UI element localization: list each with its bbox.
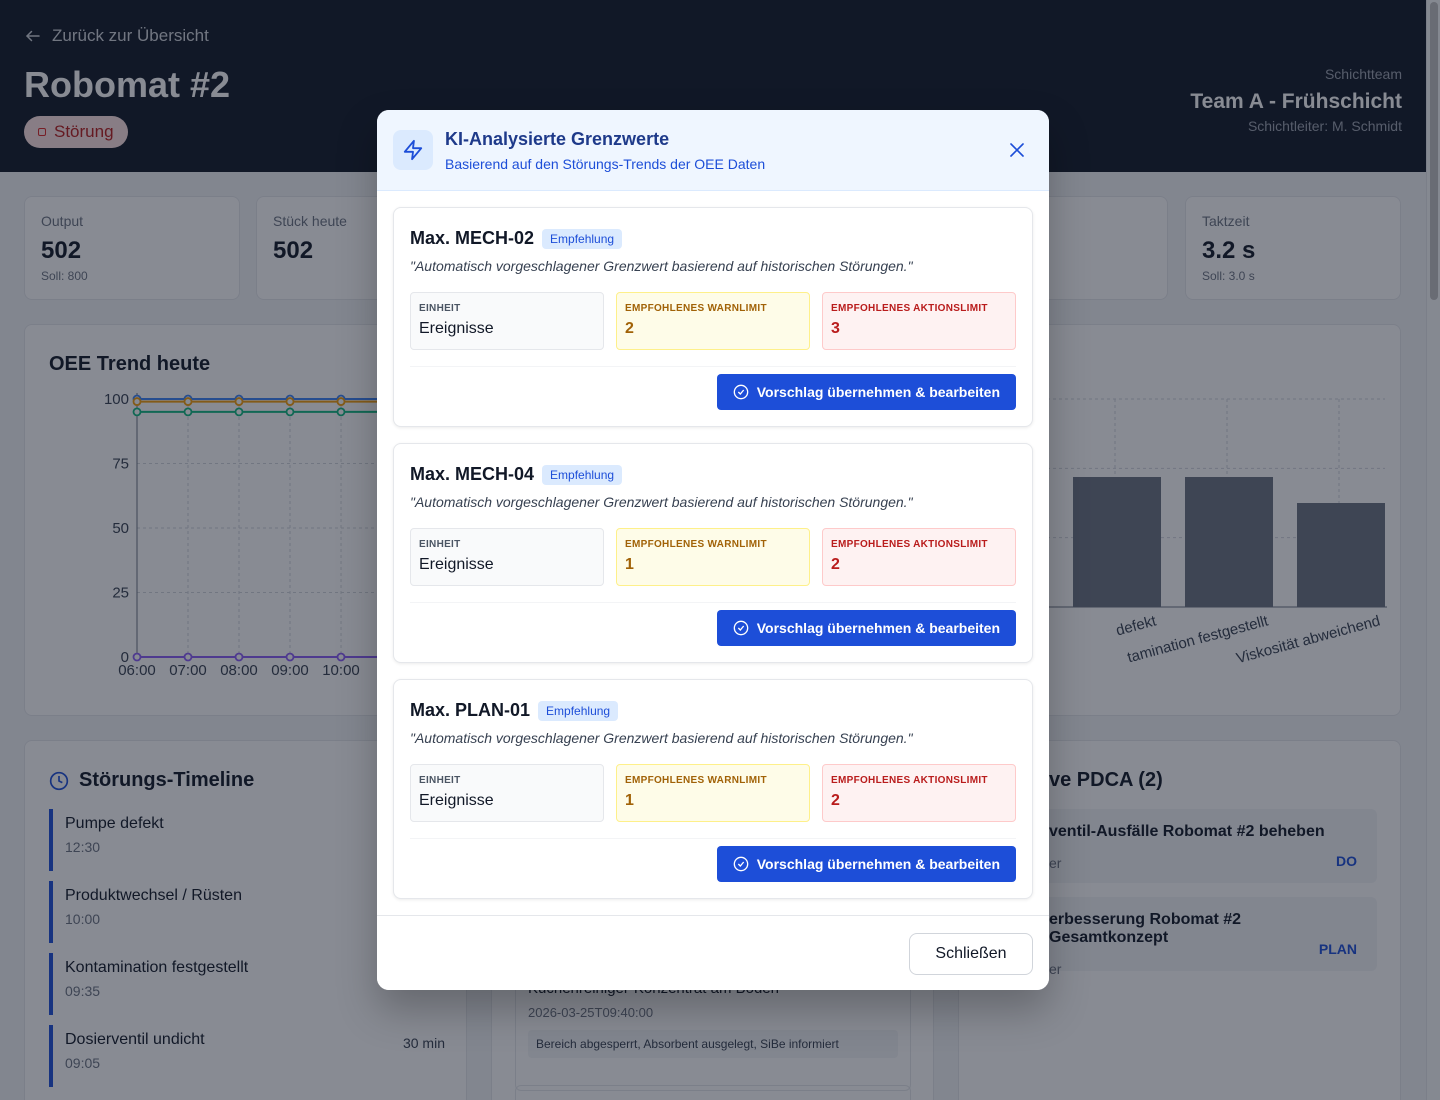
ai-limits-modal: KI-Analysierte Grenzwerte Basierend auf … xyxy=(377,110,1049,990)
modal-subtitle: Basierend auf den Störungs-Trends der OE… xyxy=(445,156,766,172)
warn-limit-label: EMPFOHLENES WARNLIMIT xyxy=(625,775,767,786)
action-limit-label: EMPFOHLENES AKTIONSLIMIT xyxy=(831,775,988,786)
recommendation-badge: Empfehlung xyxy=(542,464,623,485)
action-limit-box: EMPFOHLENES AKTIONSLIMIT 3 xyxy=(822,292,1016,350)
close-icon[interactable] xyxy=(1005,138,1029,162)
warn-limit-label: EMPFOHLENES WARNLIMIT xyxy=(625,303,767,314)
modal-footer: Schließen xyxy=(377,915,1049,990)
warn-limit-box: EMPFOHLENES WARNLIMIT 2 xyxy=(616,292,810,350)
action-limit-value: 2 xyxy=(831,792,840,809)
apply-suggestion-label: Vorschlag übernehmen & bearbeiten xyxy=(756,856,1000,872)
check-circle-icon xyxy=(733,856,749,872)
action-limit-box: EMPFOHLENES AKTIONSLIMIT 2 xyxy=(822,528,1016,586)
action-limit-label: EMPFOHLENES AKTIONSLIMIT xyxy=(831,539,988,550)
recommendation-description: "Automatisch vorgeschlagener Grenzwert b… xyxy=(410,494,913,510)
unit-label: EINHEIT xyxy=(419,539,461,550)
divider xyxy=(410,602,1016,603)
warn-limit-value: 1 xyxy=(625,792,634,809)
warn-limit-label: EMPFOHLENES WARNLIMIT xyxy=(625,539,767,550)
action-limit-label: EMPFOHLENES AKTIONSLIMIT xyxy=(831,303,988,314)
lightning-icon xyxy=(393,130,433,170)
recommendation-name: Max. MECH-02 xyxy=(410,228,535,248)
check-circle-icon xyxy=(733,620,749,636)
recommendation-badge: Empfehlung xyxy=(538,700,619,721)
close-button[interactable]: Schließen xyxy=(909,933,1033,975)
warn-limit-value: 1 xyxy=(625,556,634,573)
unit-value: Ereignisse xyxy=(419,320,494,337)
unit-label: EINHEIT xyxy=(419,303,461,314)
action-limit-value: 3 xyxy=(831,320,840,337)
action-limit-value: 2 xyxy=(831,556,840,573)
modal-header: KI-Analysierte Grenzwerte Basierend auf … xyxy=(377,110,1049,191)
unit-box: EINHEIT Ereignisse xyxy=(410,292,604,350)
apply-suggestion-button[interactable]: Vorschlag übernehmen & bearbeiten xyxy=(716,610,1016,646)
recommendation-badge: Empfehlung xyxy=(542,228,623,249)
modal-body[interactable]: Max. MECH-02 Empfehlung "Automatisch vor… xyxy=(377,191,1049,915)
recommendation-name: Max. PLAN-01 xyxy=(410,700,531,720)
warn-limit-value: 2 xyxy=(625,320,634,337)
unit-box: EINHEIT Ereignisse xyxy=(410,764,604,822)
unit-value: Ereignisse xyxy=(419,556,494,573)
apply-suggestion-label: Vorschlag übernehmen & bearbeiten xyxy=(756,620,1000,636)
apply-suggestion-label: Vorschlag übernehmen & bearbeiten xyxy=(756,384,1000,400)
recommendation-card: Max. PLAN-01 Empfehlung "Automatisch vor… xyxy=(393,679,1033,899)
recommendation-description: "Automatisch vorgeschlagener Grenzwert b… xyxy=(410,258,913,274)
check-circle-icon xyxy=(733,384,749,400)
unit-label: EINHEIT xyxy=(419,775,461,786)
apply-suggestion-button[interactable]: Vorschlag übernehmen & bearbeiten xyxy=(716,846,1016,882)
recommendation-card: Max. MECH-02 Empfehlung "Automatisch vor… xyxy=(393,207,1033,427)
recommendation-description: "Automatisch vorgeschlagener Grenzwert b… xyxy=(410,730,913,746)
divider xyxy=(410,838,1016,839)
action-limit-box: EMPFOHLENES AKTIONSLIMIT 2 xyxy=(822,764,1016,822)
modal-title: KI-Analysierte Grenzwerte xyxy=(445,129,670,149)
recommendation-card: Max. MECH-04 Empfehlung "Automatisch vor… xyxy=(393,443,1033,663)
apply-suggestion-button[interactable]: Vorschlag übernehmen & bearbeiten xyxy=(716,374,1016,410)
divider xyxy=(410,366,1016,367)
unit-value: Ereignisse xyxy=(419,792,494,809)
unit-box: EINHEIT Ereignisse xyxy=(410,528,604,586)
recommendation-name: Max. MECH-04 xyxy=(410,464,535,484)
warn-limit-box: EMPFOHLENES WARNLIMIT 1 xyxy=(616,528,810,586)
warn-limit-box: EMPFOHLENES WARNLIMIT 1 xyxy=(616,764,810,822)
